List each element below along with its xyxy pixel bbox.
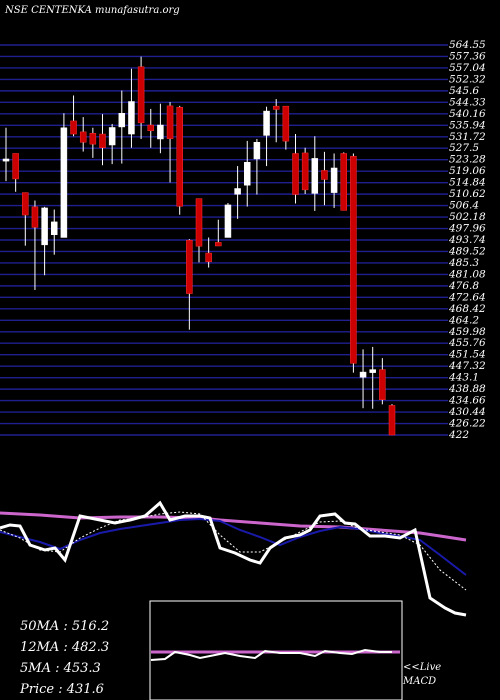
y-tick-label: 510.62 bbox=[449, 188, 486, 200]
candle-down bbox=[31, 206, 39, 228]
candle-up bbox=[244, 161, 251, 186]
y-tick-label: 481.08 bbox=[448, 268, 486, 280]
candle-up bbox=[51, 221, 58, 235]
candle-down bbox=[340, 153, 347, 211]
candle-up bbox=[359, 371, 367, 378]
y-tick-label: 519.06 bbox=[449, 165, 486, 177]
candle-down bbox=[282, 105, 290, 142]
ma5-readout: 5MA : 453.3 bbox=[20, 661, 101, 676]
indicator-panel bbox=[0, 500, 467, 617]
candle-down bbox=[12, 153, 19, 180]
candle-down bbox=[70, 120, 77, 135]
y-tick-label: 451.54 bbox=[448, 349, 486, 361]
y-tick-label: 476.8 bbox=[448, 280, 479, 292]
y-tick-label: 464.2 bbox=[448, 314, 479, 326]
candle-up bbox=[234, 188, 241, 195]
y-tick-label: 493.74 bbox=[448, 234, 486, 246]
candle-down bbox=[388, 405, 396, 436]
ma50-readout: 50MA : 516.2 bbox=[20, 619, 109, 634]
y-tick-label: 502.18 bbox=[449, 211, 486, 223]
candle-down bbox=[292, 153, 299, 195]
candle-up bbox=[2, 158, 10, 162]
candle-up bbox=[128, 101, 135, 135]
y-tick-label: 540.16 bbox=[449, 108, 486, 120]
candle-up bbox=[311, 158, 319, 194]
y-tick-label: 523.28 bbox=[449, 154, 486, 166]
candle-down bbox=[195, 198, 203, 247]
y-tick-label: 438.88 bbox=[448, 383, 486, 395]
y-tick-label: 531.72 bbox=[449, 131, 486, 143]
candle-down bbox=[321, 170, 328, 180]
y-tick-label: 489.52 bbox=[448, 245, 486, 257]
candle-down bbox=[137, 66, 145, 124]
candle-down bbox=[205, 252, 212, 263]
stats-block: 50MA : 516.2 12MA : 482.3 5MA : 453.3 Pr… bbox=[19, 619, 109, 697]
chart-title: NSE CENTENKA munafasutra.org bbox=[4, 5, 180, 16]
y-tick-label: 535.94 bbox=[449, 119, 486, 131]
price-line bbox=[0, 500, 467, 617]
price-readout: Price : 431.6 bbox=[19, 682, 104, 697]
candle-up bbox=[369, 369, 376, 373]
candle-up bbox=[330, 167, 338, 193]
y-tick-label: 564.55 bbox=[449, 39, 486, 51]
y-tick-label: 527.5 bbox=[449, 142, 479, 154]
candle-down bbox=[379, 369, 386, 400]
ma-mid-line bbox=[0, 517, 467, 576]
y-tick-label: 447.32 bbox=[448, 360, 486, 372]
y-tick-label: 544.33 bbox=[449, 96, 486, 108]
macd-live-label: <<Live bbox=[403, 662, 441, 673]
candle-down bbox=[147, 124, 154, 132]
candle-up bbox=[60, 127, 68, 238]
candlestick-series bbox=[2, 56, 396, 436]
candle-down bbox=[22, 192, 29, 216]
price-grid bbox=[0, 44, 448, 436]
candle-down bbox=[215, 242, 222, 247]
price-axis-labels: 564.55557.36557.04552.32545.6544.33540.1… bbox=[448, 39, 486, 441]
y-tick-label: 434.66 bbox=[448, 395, 486, 407]
candle-up bbox=[224, 204, 232, 238]
y-tick-label: 514.84 bbox=[449, 177, 486, 189]
candle-down bbox=[79, 131, 87, 143]
candle-down bbox=[350, 155, 357, 364]
y-tick-label: 485.3 bbox=[448, 257, 479, 269]
y-tick-label: 506.4 bbox=[449, 200, 479, 212]
candle-down bbox=[186, 239, 193, 294]
y-tick-label: 422 bbox=[448, 429, 469, 441]
candle-down bbox=[301, 152, 309, 191]
y-tick-label: 557.36 bbox=[449, 50, 486, 62]
candle-down bbox=[272, 105, 280, 110]
candle-up bbox=[41, 207, 48, 246]
candle-down bbox=[99, 133, 106, 148]
y-tick-label: 468.42 bbox=[448, 303, 486, 315]
candle-up bbox=[108, 127, 116, 146]
macd-panel: <<Live MACD bbox=[149, 600, 441, 700]
candle-down bbox=[89, 132, 97, 145]
candle-up bbox=[118, 113, 126, 128]
y-tick-label: 459.98 bbox=[448, 326, 486, 338]
y-tick-label: 472.64 bbox=[448, 291, 486, 303]
ma-short-dash-line bbox=[0, 511, 467, 591]
y-tick-label: 443.1 bbox=[448, 372, 479, 384]
candle-up bbox=[157, 124, 164, 140]
y-tick-label: 430.44 bbox=[448, 406, 486, 418]
y-tick-label: 557.04 bbox=[449, 62, 486, 74]
ma12-readout: 12MA : 482.3 bbox=[20, 640, 109, 655]
y-tick-label: 455.76 bbox=[448, 337, 486, 349]
y-tick-label: 552.32 bbox=[449, 73, 486, 85]
y-tick-label: 497.96 bbox=[448, 223, 486, 235]
y-tick-label: 545.6 bbox=[449, 85, 479, 97]
candle-down bbox=[176, 106, 183, 207]
candle-down bbox=[166, 105, 174, 139]
candle-up bbox=[263, 110, 270, 136]
macd-label: MACD bbox=[402, 676, 436, 687]
macd-line bbox=[150, 648, 392, 661]
y-tick-label: 426.22 bbox=[448, 418, 486, 430]
candle-up bbox=[253, 142, 261, 160]
